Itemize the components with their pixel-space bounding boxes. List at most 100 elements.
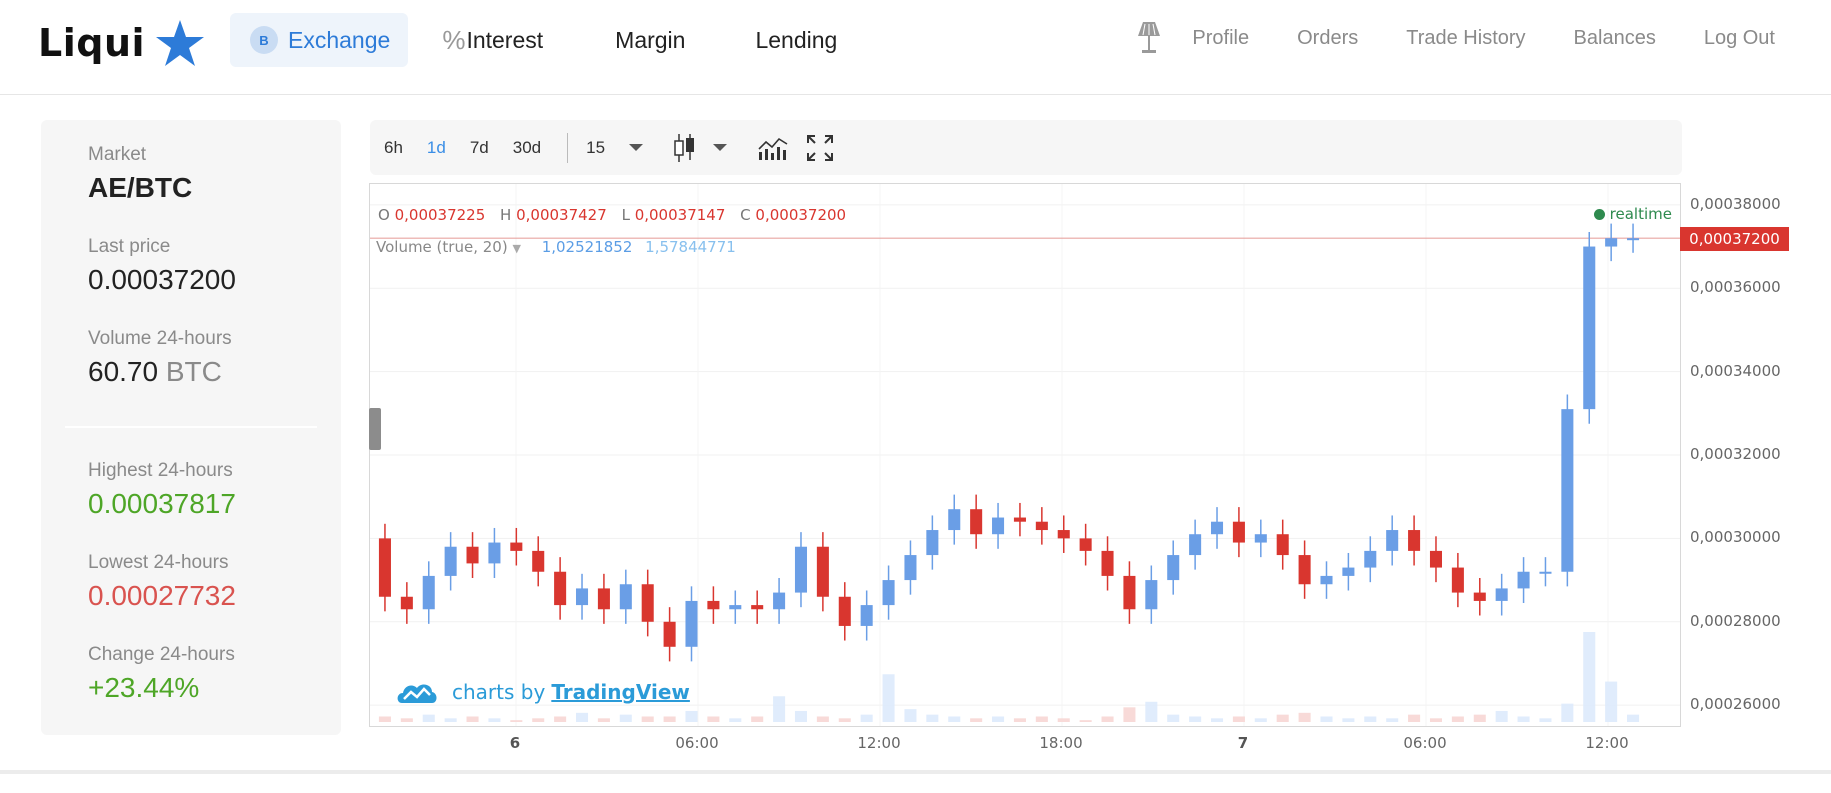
volume-bar: [1342, 718, 1355, 722]
time-tick-label: 12:00: [857, 734, 901, 752]
volume-bar: [1167, 714, 1180, 722]
candle-body: [378, 538, 391, 597]
last-price-stat: Last price 0.00037200: [88, 236, 236, 296]
candle-body: [466, 546, 479, 564]
candle-body: [1035, 521, 1048, 531]
price-chart[interactable]: O 0,00037225 H 0,00037427 L 0,00037147 C…: [369, 183, 1681, 727]
volume-bar: [1232, 716, 1245, 722]
logo[interactable]: Liqui: [38, 18, 205, 68]
volume-bar: [992, 716, 1005, 722]
volume-legend[interactable]: Volume (true, 20) ▼ 1,02521852 1,5784477…: [376, 238, 736, 256]
volume-bar: [554, 716, 567, 722]
nav-margin[interactable]: Margin: [615, 13, 685, 67]
low-label-legend: L: [621, 206, 630, 224]
nav-interest-label: Interest: [466, 26, 544, 53]
high-label: Highest 24-hours: [88, 460, 233, 481]
nav-logout[interactable]: Log Out: [1703, 26, 1775, 49]
volume-bar: [1605, 681, 1618, 722]
tradingview-attribution[interactable]: charts by TradingView: [396, 679, 690, 705]
nav-balances[interactable]: Balances: [1573, 26, 1656, 49]
bitcoin-badge-icon: B: [250, 26, 278, 54]
tradingview-link[interactable]: TradingView: [551, 680, 690, 704]
realtime-dot-icon: [1593, 208, 1605, 220]
side-panel-handle[interactable]: [369, 408, 381, 450]
price-tick-label: 0,00038000: [1690, 194, 1781, 213]
range-1d[interactable]: 1d: [426, 137, 446, 157]
candle-body: [1276, 534, 1289, 556]
candle-body: [1408, 530, 1421, 551]
candle-body: [1101, 550, 1114, 576]
time-tick-label: 12:00: [1585, 734, 1629, 752]
volume-bar: [663, 716, 676, 722]
indicators-icon[interactable]: [757, 135, 789, 161]
candle-body: [488, 542, 501, 564]
volume-bar: [729, 718, 742, 722]
volume-amount: 60.70: [88, 356, 159, 387]
nav-trade-history[interactable]: Trade History: [1406, 26, 1526, 49]
candle-body: [926, 530, 939, 556]
high-stat: Highest 24-hours 0.00037817: [88, 460, 236, 520]
volume-bar: [838, 718, 851, 722]
realtime-label: realtime: [1609, 205, 1672, 223]
range-6h[interactable]: 6h: [384, 137, 403, 157]
market-pair: AE/BTC: [88, 172, 193, 203]
candle-body: [1386, 530, 1399, 551]
volume-bar: [1035, 716, 1048, 722]
nav-orders[interactable]: Orders: [1297, 26, 1359, 49]
candle-style-icon[interactable]: [673, 132, 697, 164]
volume-bar: [1451, 716, 1464, 722]
candle-body: [554, 571, 567, 606]
range-30d[interactable]: 30d: [512, 137, 542, 157]
volume-bar: [597, 718, 610, 722]
fullscreen-icon[interactable]: [805, 133, 835, 163]
price-axis[interactable]: 0,00038000 0,00036000 0,00034000 0,00032000…: [1682, 183, 1831, 727]
nav-exchange[interactable]: B Exchange: [230, 13, 409, 67]
candle-body: [707, 600, 720, 610]
nav-profile[interactable]: Profile: [1192, 26, 1250, 49]
price-tick-label: 0,00026000: [1690, 695, 1781, 714]
volume-bar: [378, 716, 391, 722]
volume-bar: [1254, 718, 1267, 722]
time-tick-label: 18:00: [1039, 734, 1083, 752]
candle-body: [532, 550, 545, 572]
volume-bar: [1364, 716, 1377, 722]
chart-canvas[interactable]: [370, 184, 1680, 726]
candle-body: [1342, 567, 1355, 576]
volume-bar: [1386, 718, 1399, 722]
interval-select[interactable]: 15: [586, 137, 606, 157]
volume-bar: [1627, 714, 1640, 722]
candle-body: [1254, 534, 1267, 543]
volume-bar: [1210, 718, 1224, 722]
candle-body: [860, 605, 873, 626]
volume-bar: [1189, 716, 1202, 722]
volume-bar: [400, 718, 413, 722]
candle-body: [1057, 530, 1070, 539]
low-value-legend: 0,00037147: [634, 206, 726, 224]
interval-chevron-down-icon[interactable]: [629, 144, 644, 151]
candle-body: [948, 509, 961, 531]
time-tick-label: 06:00: [675, 734, 719, 752]
candle-body: [1495, 588, 1508, 601]
high-label-legend: H: [500, 206, 512, 224]
star-icon: [156, 20, 205, 66]
volume-bar: [685, 710, 698, 722]
candle-body: [575, 588, 589, 606]
volume-bar: [860, 714, 873, 722]
volume-chevron-down-icon[interactable]: ▼: [512, 242, 521, 255]
volume-bar: [1123, 707, 1136, 722]
candle-body: [773, 592, 786, 610]
market-stats-panel: Market AE/BTC Last price 0.00037200 Volu…: [41, 120, 341, 735]
volume-bar: [773, 696, 786, 722]
price-tick-label: 0,00028000: [1690, 611, 1781, 630]
candle-body: [1320, 575, 1333, 585]
time-tick-label: 06:00: [1403, 734, 1447, 752]
nav-lending[interactable]: Lending: [755, 13, 837, 67]
lamp-icon[interactable]: [1136, 21, 1162, 55]
range-7d[interactable]: 7d: [469, 137, 489, 157]
chart-style-chevron-down-icon[interactable]: [713, 144, 728, 151]
panel-divider: [65, 426, 317, 428]
candle-body: [422, 575, 435, 610]
nav-interest[interactable]: % Interest: [442, 13, 543, 67]
close-label: C: [740, 206, 751, 224]
price-tick-label: 0,00036000: [1690, 278, 1781, 297]
